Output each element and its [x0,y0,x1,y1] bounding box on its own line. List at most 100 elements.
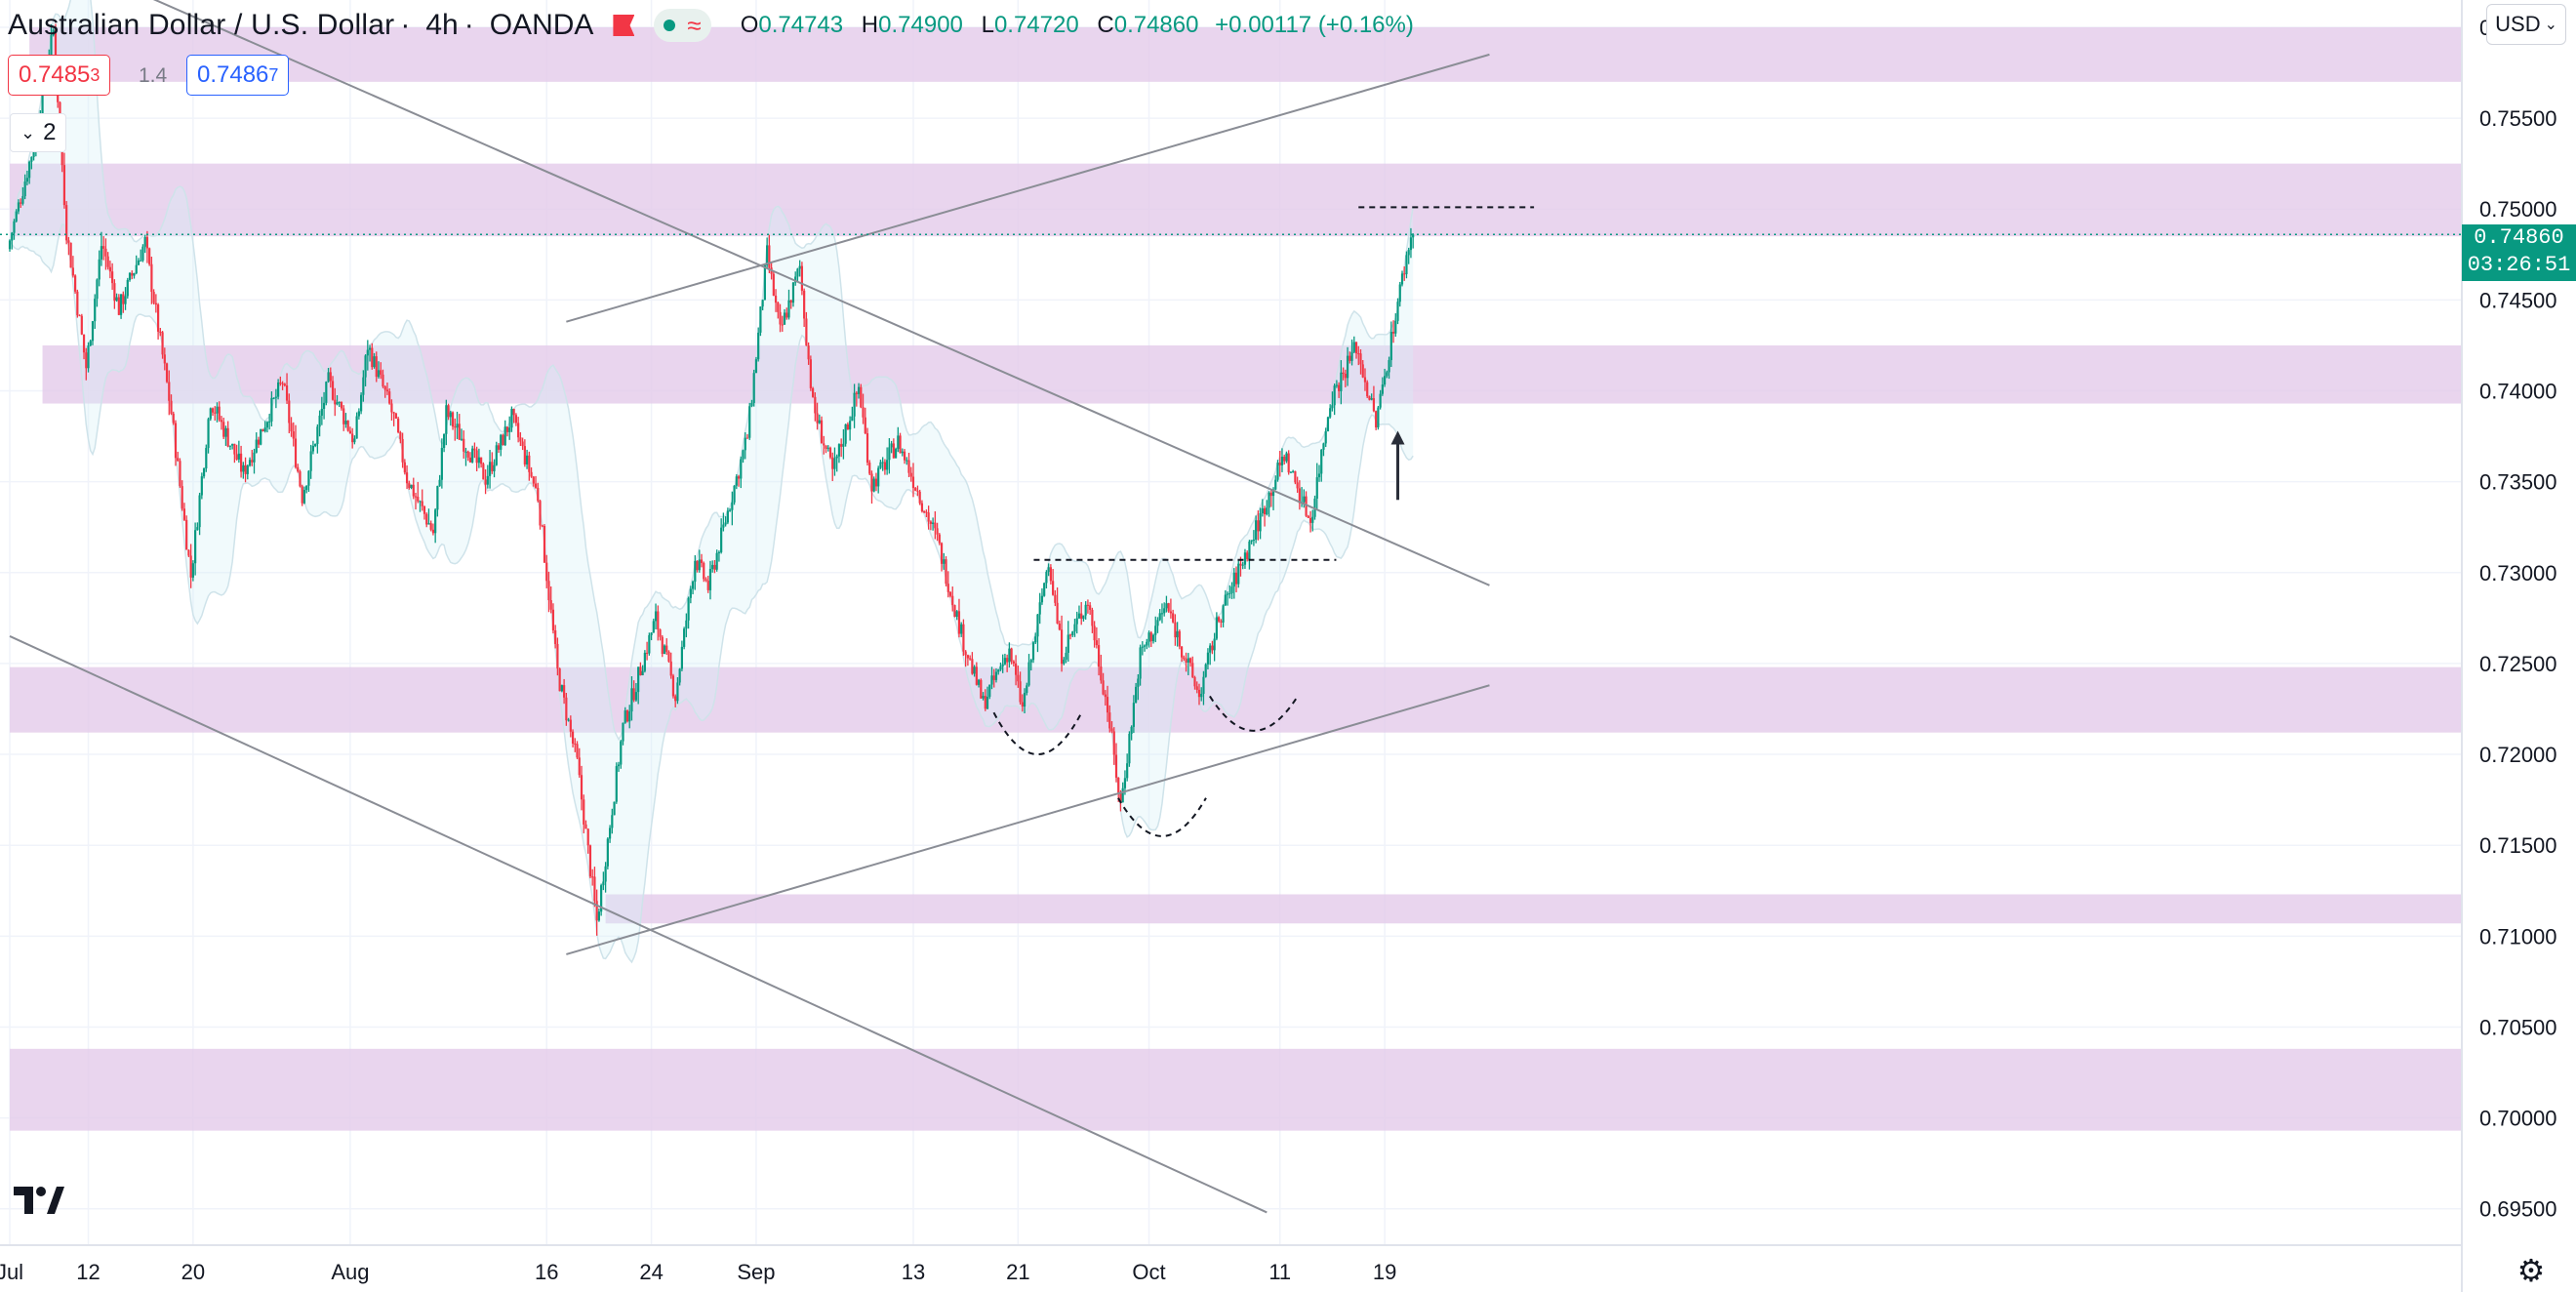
candle-body [200,476,203,496]
zone-band [42,344,2462,404]
candle-body [1054,594,1057,603]
indicator-status-pill[interactable]: ≈ [654,9,711,42]
candle-body [1086,604,1090,606]
candle-body [408,483,411,489]
price-tick-label: 0.71500 [2479,833,2557,858]
candle-body [202,468,206,477]
candle-body [382,374,384,387]
candle-body [497,445,501,450]
interval-label[interactable]: 4h [425,9,459,41]
candle-body [1271,489,1275,497]
candle-body [927,512,930,522]
candle-body [744,437,746,451]
candle-body [894,448,898,459]
candle-body [1372,398,1376,412]
buy-price-button[interactable]: 0.7486 7 [186,55,290,96]
candle-body [477,457,480,464]
candle-body [309,451,312,471]
candle-body [652,621,655,633]
candle-body [1366,382,1369,397]
candle-body [1001,664,1004,666]
candle-body [214,412,217,414]
candle-body [1361,364,1364,378]
candle-body [1346,355,1349,379]
candle-body [862,407,865,418]
candle-body [316,426,319,445]
candle-body [1326,417,1330,431]
symbol-title[interactable]: Australian Dollar / U.S. Dollar [8,9,395,41]
candle-body [218,406,221,421]
candle-body [1375,411,1378,427]
candle-body [76,291,79,316]
pattern-arc [1209,695,1299,732]
price-axis: 0.760000.755000.750000.745000.740000.735… [2461,0,2557,1292]
candle-body [104,248,107,257]
candle-body [405,472,409,484]
candle-body [288,400,291,424]
gear-icon[interactable]: ⚙ [2516,1253,2546,1288]
candle-body [1075,618,1078,625]
candle-body [414,496,418,498]
tradingview-logo-icon[interactable] [12,1179,64,1222]
candle-body [584,824,587,829]
flag-icon[interactable] [613,15,635,36]
candle-body [1226,593,1229,595]
candle-body [475,450,478,464]
candle-body [683,628,686,647]
candle-body [1187,658,1189,663]
candle-body [646,652,649,654]
candle-body [1137,678,1140,687]
candle-body [1344,373,1347,379]
candle-body [907,460,910,473]
candle-body [563,685,566,698]
time-tick-label: Sep [737,1260,775,1284]
candle-body [1338,384,1341,391]
candle-body [25,178,28,182]
candle-body [783,312,786,325]
candle-body [102,246,105,249]
candle-body [844,424,847,444]
candle-body [622,722,624,742]
candle-body [1368,396,1371,400]
candle-body [423,505,426,514]
candle-body [556,643,559,669]
candle-body [934,522,937,529]
candle-body [1263,507,1267,514]
currency-selector[interactable]: USD ⌄ [2486,4,2566,45]
candle-body [143,236,146,247]
candle-body [440,447,443,480]
candle-body [80,315,83,335]
indicators-toggle[interactable]: ⌄ 2 [10,113,67,152]
candle-body [800,265,804,291]
candle-body [687,597,690,621]
candle-body [567,719,570,721]
candle-body [1031,642,1035,661]
candle-body [1156,620,1159,626]
candle-body [532,476,535,484]
time-tick-label: Oct [1132,1260,1165,1284]
candle-body [1167,603,1170,612]
candle-body [1146,641,1148,646]
candle-body [595,901,598,921]
candle-body [493,464,496,471]
candle-body [320,408,323,416]
candle-body [593,876,596,902]
candle-body [1195,686,1198,690]
candle-body [412,484,415,497]
candle-body [373,356,376,368]
candle-body [302,490,306,504]
candle-body [222,422,225,437]
sell-price-button[interactable]: 0.7485 3 [8,55,111,96]
candle-body [1243,552,1247,565]
candle-body [1135,686,1138,704]
candle-body [1230,586,1233,593]
candle-body [1071,631,1074,635]
candle-body [726,510,729,523]
candle-body [1407,250,1410,256]
candle-body [1246,552,1249,559]
candle-body [1063,659,1066,665]
candle-body [1363,377,1367,383]
candle-body [547,581,550,601]
candle-body [537,487,540,502]
